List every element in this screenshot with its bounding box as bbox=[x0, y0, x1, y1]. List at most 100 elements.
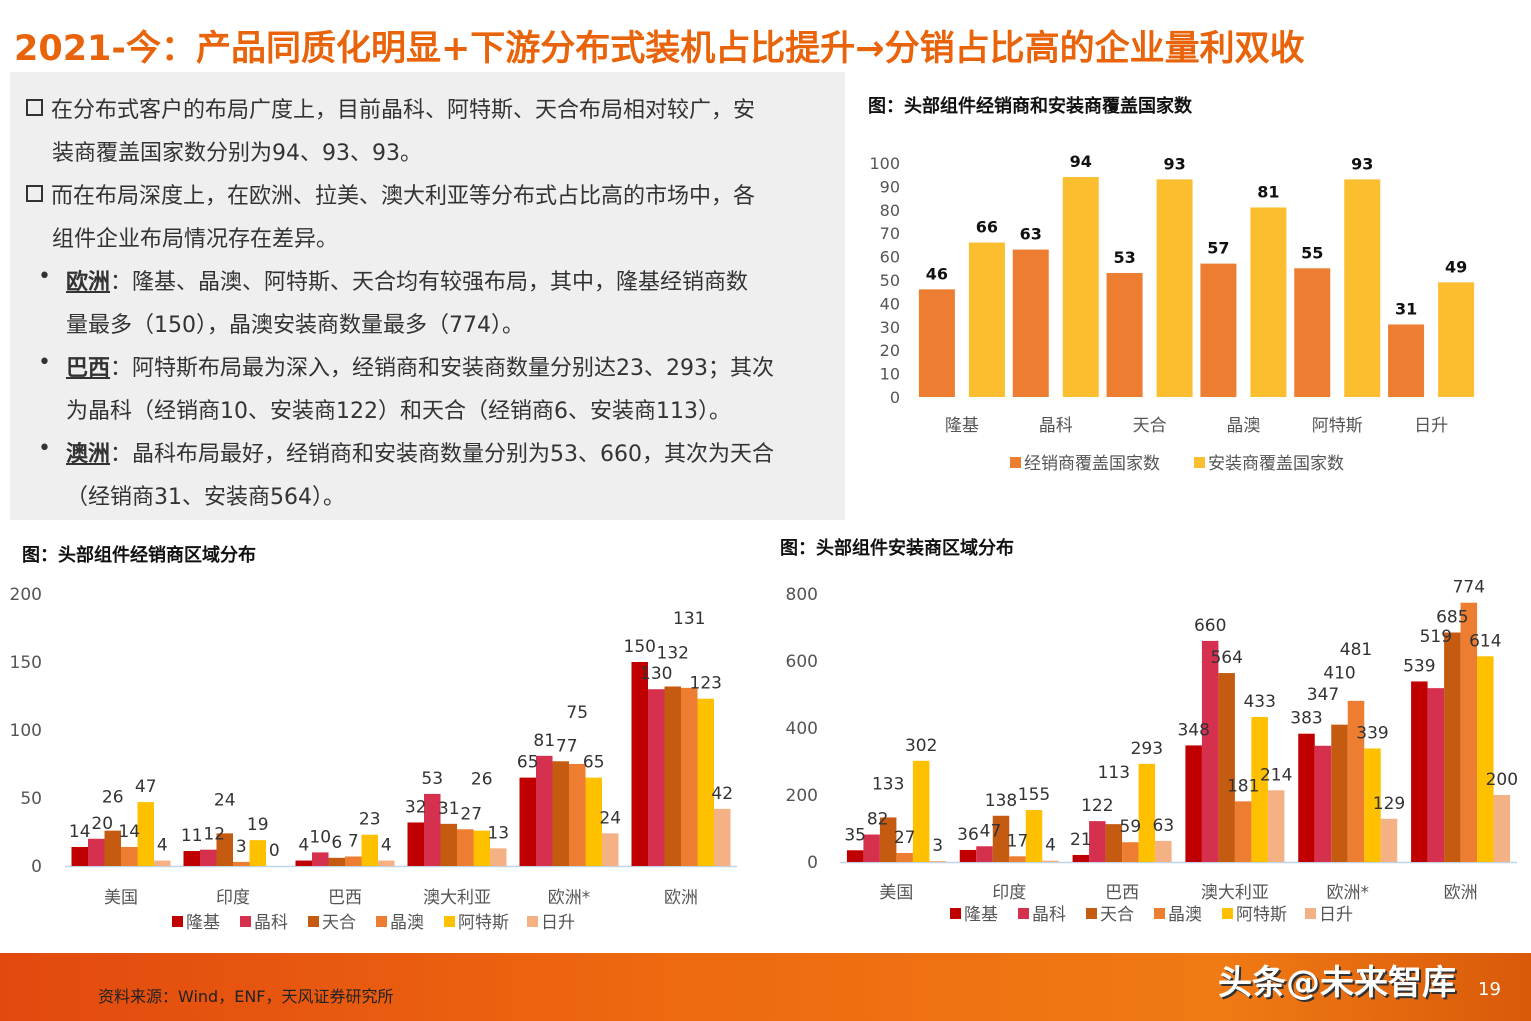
chart-1-legend-label: 安装商覆盖国家数 bbox=[1208, 454, 1344, 474]
chart-2-bar-隆基 bbox=[71, 846, 88, 866]
bullet-australia-line-2: （经销商31、安装商564）。 bbox=[66, 485, 345, 510]
bullet-australia-line-1: 澳洲：晶科布局最好，经销商和安装商数量分别为53、660，其次为天合 bbox=[66, 436, 774, 468]
chart-3-title: 图：头部组件安装商区域分布 bbox=[780, 538, 1014, 559]
chart-3-bar-天合 bbox=[879, 817, 897, 862]
chart-1-category-label: 晶澳 bbox=[1226, 416, 1260, 436]
chart-3-bar-阿特斯 bbox=[1138, 763, 1156, 862]
chart-2-y-tick: 100 bbox=[10, 721, 42, 741]
chart-3-category-label: 巴西 bbox=[1105, 883, 1139, 903]
chart-1-bar-经销商覆盖国家数 bbox=[1106, 272, 1143, 397]
chart-2-bar-晶科 bbox=[200, 849, 217, 866]
chart-3-bar-日升 bbox=[1380, 818, 1398, 862]
chart-1-title: 图：头部组件经销商和安装商覆盖国家数 bbox=[868, 96, 1192, 117]
chart-1-bar-经销商覆盖国家数 bbox=[1012, 249, 1049, 397]
chart-2-bar-天合 bbox=[440, 823, 457, 866]
chart-2-y-tick: 200 bbox=[10, 585, 42, 605]
chart-1-category-label: 日升 bbox=[1414, 416, 1448, 436]
chart-3-data-label: 82 bbox=[867, 810, 889, 830]
chart-3-bar-日升 bbox=[1267, 790, 1285, 862]
chart-2-category-label: 欧洲 bbox=[664, 888, 698, 908]
chart-3-data-label: 4 bbox=[1045, 836, 1056, 856]
chart-3-legend-swatch bbox=[1305, 908, 1316, 919]
chart-2-data-label: 23 bbox=[359, 810, 381, 830]
chart-1-data-label: 46 bbox=[926, 264, 948, 283]
chart-3-y-tick: 600 bbox=[786, 652, 818, 672]
chart-1-legend-swatch bbox=[1010, 457, 1021, 468]
chart-2-bar-阿特斯 bbox=[361, 834, 378, 866]
chart-3-bar-隆基 bbox=[1411, 681, 1428, 862]
chart-3-legend-swatch bbox=[1018, 908, 1029, 919]
chart-3-data-label: 302 bbox=[905, 736, 937, 756]
chart-3-bar-阿特斯 bbox=[1477, 656, 1494, 862]
chart-1-y-tick: 10 bbox=[880, 365, 900, 384]
chart-1-category-label: 隆基 bbox=[945, 416, 979, 436]
chart-2-bar-晶澳 bbox=[233, 861, 250, 866]
chart-3-data-label: 293 bbox=[1131, 739, 1163, 759]
chart-2-bar-阿特斯 bbox=[473, 830, 490, 866]
chart-3-bar-隆基 bbox=[1185, 745, 1202, 862]
chart-2-bar-晶澳 bbox=[681, 687, 698, 866]
chart-1-data-label: 57 bbox=[1207, 239, 1229, 258]
chart-1-y-tick: 50 bbox=[880, 271, 900, 290]
chart-1-data-label: 93 bbox=[1351, 154, 1373, 173]
chart-2-data-label: 11 bbox=[181, 826, 203, 846]
chart-3-data-label: 685 bbox=[1436, 608, 1468, 628]
chart-2-legend-label: 隆基 bbox=[186, 913, 220, 933]
chart-2-data-label: 0 bbox=[269, 841, 280, 861]
chart-2-bar-晶科 bbox=[88, 838, 105, 866]
chart-2-y-tick: 0 bbox=[31, 857, 42, 877]
chart-3-bar-天合 bbox=[1331, 724, 1348, 862]
chart-2-data-label: 26 bbox=[102, 788, 124, 808]
chart-3-data-label: 410 bbox=[1323, 664, 1355, 684]
chart-3-category-label: 印度 bbox=[992, 883, 1026, 903]
chart-2-data-label: 14 bbox=[118, 822, 140, 842]
chart-2-data-label: 75 bbox=[566, 703, 588, 723]
chart-3-legend-swatch bbox=[950, 908, 961, 919]
chart-3-data-label: 129 bbox=[1373, 794, 1405, 814]
chart-2-bar-天合 bbox=[104, 830, 121, 866]
keyword-australia: 澳洲 bbox=[66, 442, 111, 467]
chart-2-legend-label: 晶科 bbox=[254, 913, 288, 933]
chart-1-bar-安装商覆盖国家数 bbox=[968, 242, 1005, 397]
chart-3-data-label: 21 bbox=[1070, 830, 1092, 850]
chart-3-bar-阿特斯 bbox=[1251, 716, 1268, 862]
chart-3-bar-日升 bbox=[1042, 860, 1059, 862]
chart-2-data-label: 32 bbox=[405, 797, 427, 817]
chart-2-category-label: 美国 bbox=[104, 888, 138, 908]
chart-3-data-label: 214 bbox=[1260, 765, 1292, 785]
bullet-icon: • bbox=[38, 264, 51, 289]
chart-2-bar-天合 bbox=[216, 833, 233, 866]
chart-3-bar-晶澳 bbox=[1122, 842, 1139, 862]
paragraph-2-line-2: 组件企业布局情况存在差异。 bbox=[52, 227, 339, 252]
chart-2-data-label: 4 bbox=[381, 836, 392, 856]
chart-2-data-label: 26 bbox=[471, 770, 493, 790]
source-note: 资料来源：Wind，ENF，天风证券研究所 bbox=[98, 987, 394, 1006]
chart-3-data-label: 519 bbox=[1420, 627, 1452, 647]
chart-1-data-label: 94 bbox=[1070, 152, 1092, 171]
chart-3-category-label: 澳大利亚 bbox=[1201, 883, 1269, 903]
chart-3-bar-阿特斯 bbox=[912, 760, 930, 862]
chart-2-bar-阿特斯 bbox=[697, 698, 714, 866]
chart-3-bar-隆基 bbox=[1072, 854, 1090, 862]
chart-2-data-label: 150 bbox=[624, 637, 656, 657]
chart-3-bar-日升 bbox=[1493, 795, 1511, 862]
chart-3-y-tick: 200 bbox=[786, 786, 818, 806]
chart-2-data-label: 6 bbox=[331, 833, 342, 853]
chart-3-bar-隆基 bbox=[846, 850, 864, 862]
chart-2-data-label: 53 bbox=[421, 769, 443, 789]
paragraph-1-line-1: 在分布式客户的布局广度上，目前晶科、阿特斯、天合布局相对较广，安 bbox=[26, 92, 755, 124]
chart-2-y-tick: 50 bbox=[20, 789, 42, 809]
chart-2-bar-阿特斯 bbox=[137, 802, 154, 866]
chart-1-category-label: 天合 bbox=[1133, 416, 1167, 436]
chart-1-bar-安装商覆盖国家数 bbox=[1062, 177, 1099, 397]
chart-2-data-label: 10 bbox=[309, 827, 331, 847]
chart-2-data-label: 13 bbox=[487, 823, 509, 843]
chart-2-bar-天合 bbox=[664, 686, 681, 866]
chart-3-bar-日升 bbox=[929, 860, 946, 862]
chart-2-bar-晶科 bbox=[536, 755, 553, 866]
page-title: 2021-今：产品同质化明显+下游分布式装机占比提升→分销占比高的企业量利双收 bbox=[14, 29, 1305, 69]
chart-2-bar-日升 bbox=[154, 860, 171, 866]
chart-1-bar-安装商覆盖国家数 bbox=[1250, 207, 1287, 397]
chart-2-legend-swatch bbox=[308, 916, 319, 927]
